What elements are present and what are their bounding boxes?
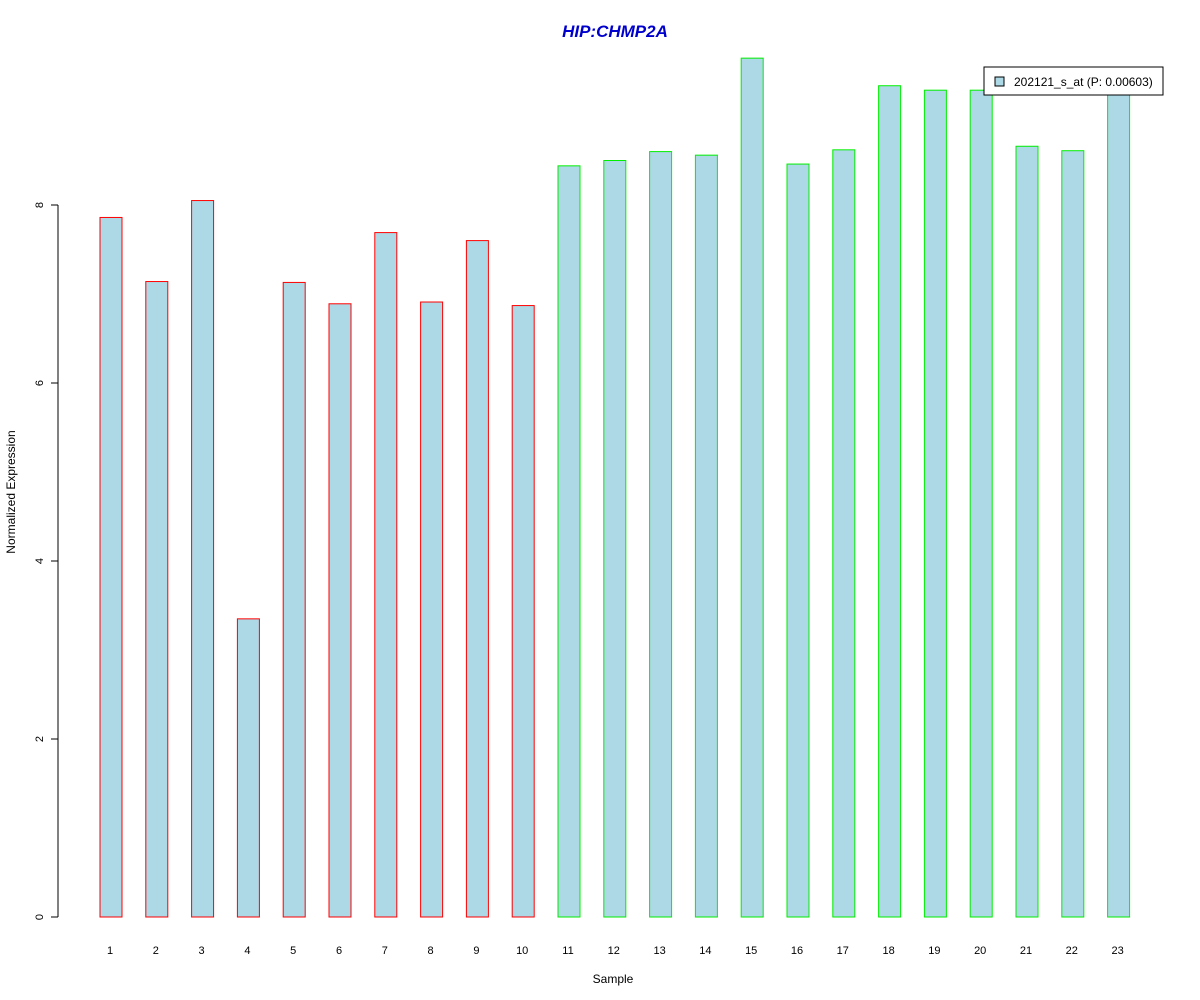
bars-group	[99, 57, 1131, 918]
x-tick-label: 3	[199, 945, 205, 957]
bar	[1015, 145, 1039, 918]
bar	[191, 200, 215, 918]
x-tick-label: 1	[107, 945, 113, 957]
bar	[557, 165, 581, 918]
legend-swatch	[994, 76, 1005, 87]
x-tick-label: 9	[473, 945, 479, 957]
x-tick-label: 2	[153, 945, 159, 957]
chart-title: HIP:CHMP2A	[562, 22, 668, 41]
bar	[236, 618, 260, 918]
bar	[694, 154, 718, 918]
x-tick-label: 22	[1066, 945, 1078, 957]
bar	[832, 149, 856, 918]
x-tick-label: 8	[428, 945, 434, 957]
bar	[511, 305, 535, 918]
bar	[786, 163, 810, 918]
x-tick-label: 10	[516, 945, 528, 957]
y-tick-label: 2	[34, 736, 46, 742]
x-tick-label: 11	[562, 945, 573, 957]
bar	[923, 89, 947, 918]
x-tick-label: 15	[745, 945, 757, 957]
y-tick-label: 4	[34, 558, 46, 564]
y-axis: 0 2 4 6 8	[34, 202, 59, 920]
bar	[465, 240, 489, 918]
x-tick-label: 13	[653, 945, 665, 957]
bar	[969, 89, 993, 918]
bar	[603, 160, 627, 918]
bar	[878, 85, 902, 918]
legend: 202121_s_at (P: 0.00603)	[983, 66, 1164, 96]
x-axis-label: Sample	[593, 972, 634, 986]
bar	[649, 151, 673, 918]
x-tick-label: 23	[1111, 945, 1123, 957]
x-tick-label: 18	[882, 945, 894, 957]
bar	[740, 57, 764, 918]
x-tick-label: 6	[336, 945, 342, 957]
bar	[328, 303, 352, 918]
x-tick-label: 14	[699, 945, 711, 957]
bar	[145, 281, 169, 918]
x-tick-label: 4	[244, 945, 250, 957]
bar	[282, 281, 306, 918]
legend-box	[983, 66, 1164, 96]
x-tick-label: 12	[608, 945, 620, 957]
legend-series-label: 202121_s_at (P: 0.00603)	[1014, 75, 1153, 89]
x-tick-label: 7	[382, 945, 388, 957]
x-tick-label: 16	[791, 945, 803, 957]
y-axis-label: Normalized Expression	[4, 430, 18, 553]
y-tick-label: 8	[34, 202, 46, 208]
x-tick-label: 17	[837, 945, 849, 957]
x-tick-label: 21	[1020, 945, 1032, 957]
x-tick-labels: 1 2 3 4 5 6 7 8 9 10 11 12 13 14 15 16 17 18 19 20 21 22 23	[107, 945, 1124, 957]
y-tick-label: 0	[34, 914, 46, 920]
x-tick-label: 5	[290, 945, 296, 957]
bar	[1107, 90, 1131, 918]
x-tick-label: 20	[974, 945, 986, 957]
x-tick-label: 19	[928, 945, 940, 957]
y-tick-label: 6	[34, 380, 46, 386]
bar	[1061, 150, 1085, 918]
bar	[374, 232, 398, 918]
bar	[420, 301, 444, 918]
bar	[99, 216, 123, 918]
